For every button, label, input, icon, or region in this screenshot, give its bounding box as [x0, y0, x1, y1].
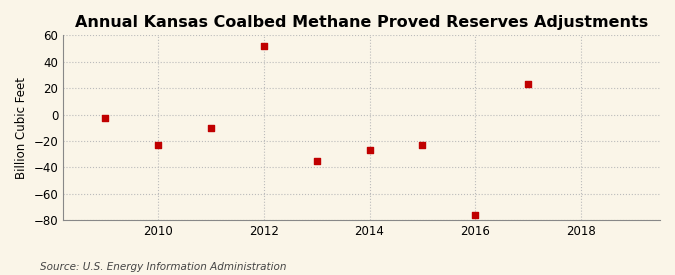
- Y-axis label: Billion Cubic Feet: Billion Cubic Feet: [15, 77, 28, 179]
- Point: [522, 82, 533, 86]
- Point: [311, 158, 322, 163]
- Text: Source: U.S. Energy Information Administration: Source: U.S. Energy Information Administ…: [40, 262, 287, 272]
- Point: [259, 44, 269, 48]
- Point: [364, 148, 375, 152]
- Point: [417, 143, 428, 147]
- Point: [470, 213, 481, 217]
- Title: Annual Kansas Coalbed Methane Proved Reserves Adjustments: Annual Kansas Coalbed Methane Proved Res…: [75, 15, 648, 30]
- Point: [206, 125, 217, 130]
- Point: [100, 116, 111, 121]
- Point: [153, 143, 163, 147]
